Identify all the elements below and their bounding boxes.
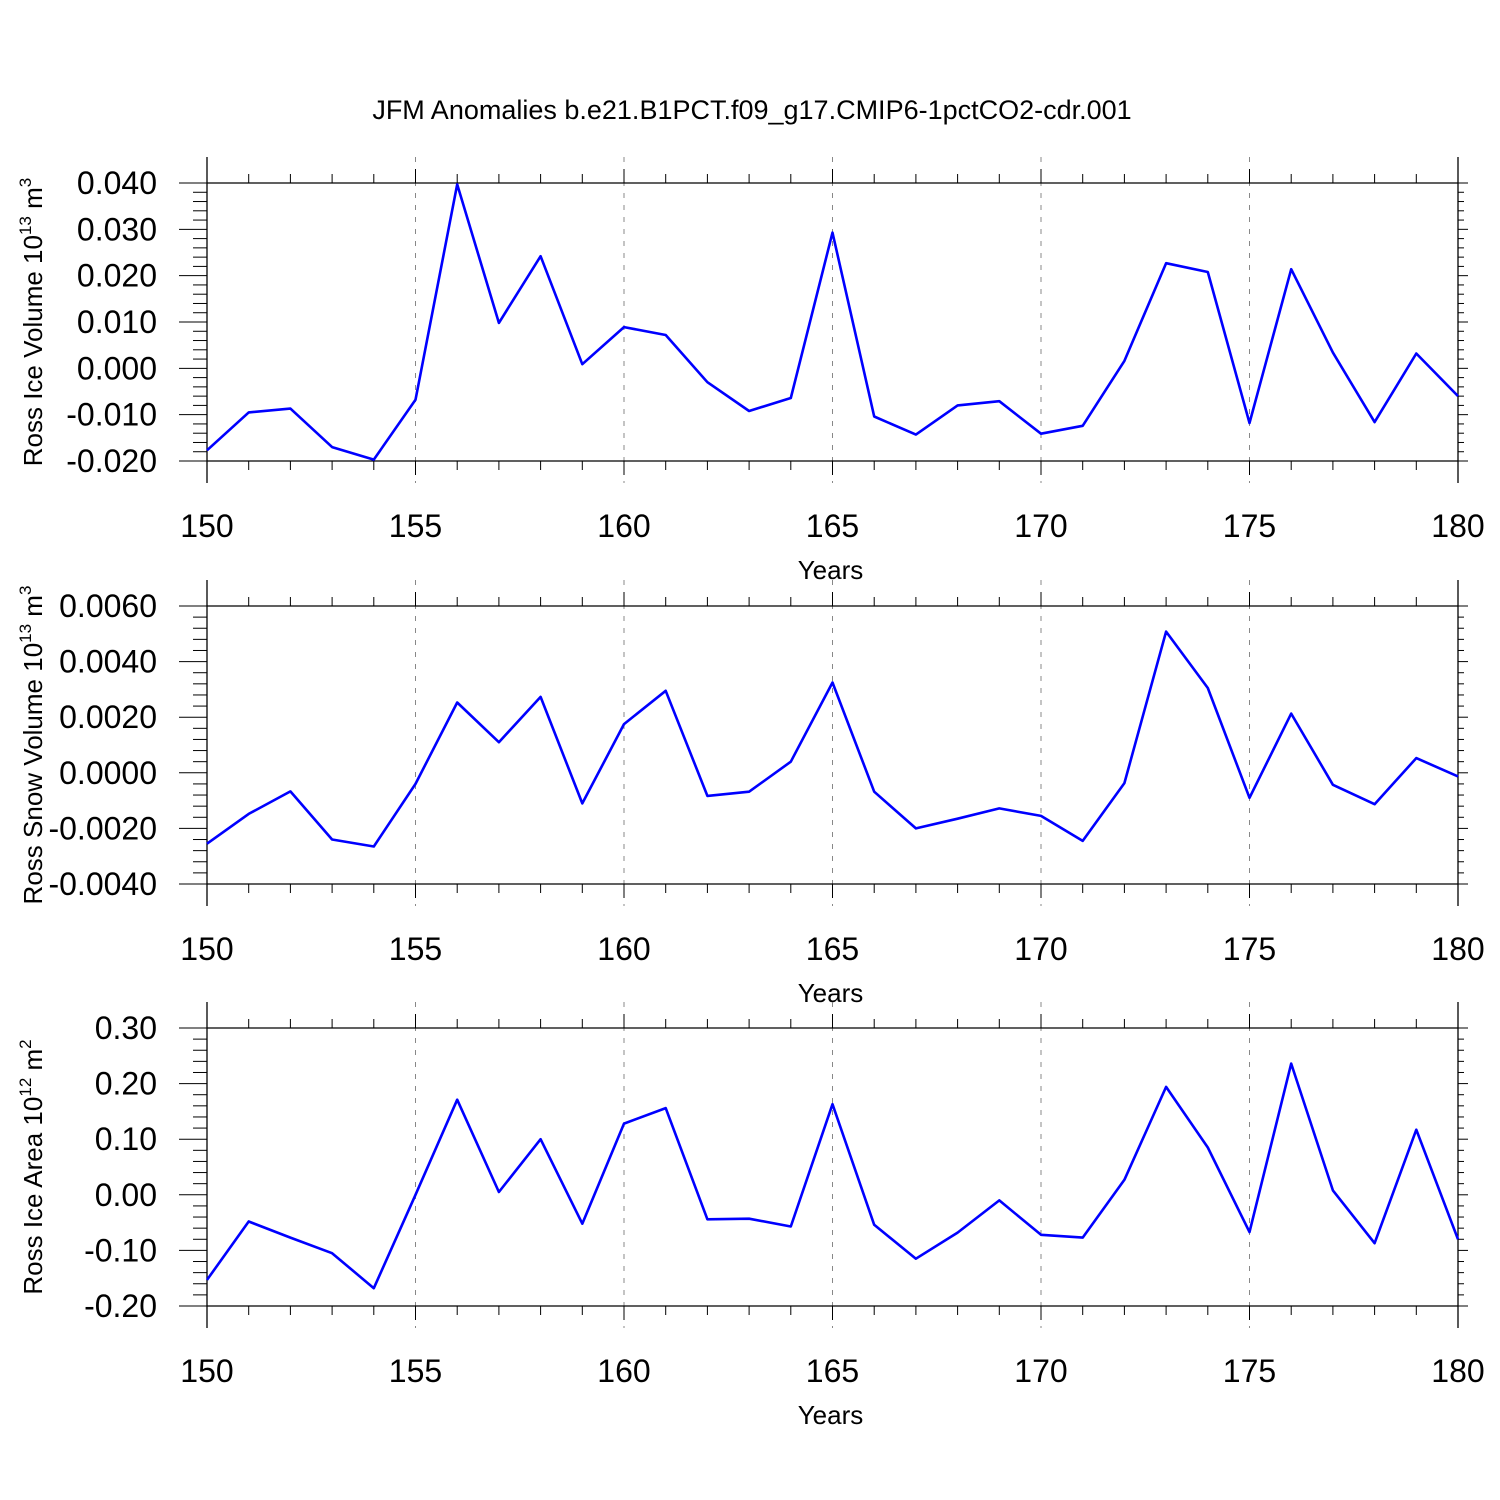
ross-ice-area-panel: -0.20 -0.10 0.00 0.10 0.20 0.30 150 155 160 165 17… [16, 1002, 1485, 1430]
y-tick-label: 0.000 [77, 350, 157, 386]
x-tick-label: 160 [597, 1353, 650, 1389]
y-tick-label: 0.0060 [59, 588, 157, 624]
y-tick-label: -0.0040 [48, 866, 157, 902]
y-tick-label: 0.0000 [59, 755, 157, 791]
y-axis-label-exponent: 12 [16, 1078, 35, 1097]
y-tick-label: -0.020 [66, 443, 157, 479]
y-tick-label: 0.030 [77, 211, 157, 247]
y-axis-label: Ross Snow Volume 1013 m3 [16, 586, 48, 905]
x-tick-label: 150 [180, 508, 233, 544]
x-tick-label: 175 [1223, 1353, 1276, 1389]
x-tick-label: 155 [389, 1353, 442, 1389]
y-axis-label-text: Ross Ice Area 10 [18, 1097, 48, 1295]
y-tick-label: 0.020 [77, 258, 157, 294]
y-axis-label-text: Ross Ice Volume 10 [18, 235, 48, 466]
y-tick-label: 0.00 [95, 1177, 157, 1213]
x-tick-label: 175 [1223, 508, 1276, 544]
chart-title: JFM Anomalies b.e21.B1PCT.f09_g17.CMIP6-… [372, 95, 1131, 125]
y-tick-label: 0.0020 [59, 699, 157, 735]
y-axis-label-exponent: 13 [16, 216, 35, 235]
x-tick-label: 180 [1431, 931, 1484, 967]
x-tick-label: 170 [1014, 1353, 1067, 1389]
x-tick-label: 170 [1014, 508, 1067, 544]
x-tick-label: 160 [597, 508, 650, 544]
y-axis-label-unit: m [18, 595, 48, 624]
y-tick-label: -0.0020 [48, 810, 157, 846]
x-tick-label: 180 [1431, 508, 1484, 544]
y-axis-label-unit-exponent: 2 [16, 1039, 35, 1048]
y-tick-label: -0.10 [84, 1232, 157, 1268]
y-tick-label: -0.010 [66, 397, 157, 433]
y-axis-label-unit: m [18, 1049, 48, 1078]
y-tick-label: 0.20 [95, 1066, 157, 1102]
y-axis-label-exponent: 13 [16, 624, 35, 643]
x-axis-label: Years [798, 1400, 864, 1430]
x-tick-label: 180 [1431, 1353, 1484, 1389]
y-axis-label: Ross Ice Volume 1013 m3 [16, 178, 48, 467]
y-axis-label-unit: m [18, 187, 48, 216]
y-tick-label: 0.040 [77, 165, 157, 201]
x-tick-label: 165 [806, 1353, 859, 1389]
x-tick-label: 165 [806, 508, 859, 544]
panels: -0.020 -0.010 0.000 0.010 0.020 0.030 0.040 150… [16, 157, 1485, 1430]
ross-snow-volume-series-line [206, 630, 1459, 848]
x-tick-label: 150 [180, 931, 233, 967]
y-tick-label: 0.30 [95, 1010, 157, 1046]
x-axis-label: Years [798, 978, 864, 1008]
ross-ice-volume-panel: -0.020 -0.010 0.000 0.010 0.020 0.030 0.040 150… [16, 157, 1485, 585]
x-axis-label: Years [798, 555, 864, 585]
y-tick-label: 0.010 [77, 304, 157, 340]
y-axis-label-text: Ross Snow Volume 10 [18, 643, 48, 905]
y-tick-label: -0.20 [84, 1288, 157, 1324]
y-tick-label: 0.10 [95, 1121, 157, 1157]
x-tick-label: 150 [180, 1353, 233, 1389]
y-axis-label-unit-exponent: 3 [16, 586, 35, 595]
ross-snow-volume-panel: -0.0040 -0.0020 0.0000 0.0020 0.0040 0.0060 15… [16, 580, 1485, 1008]
y-axis-label-unit-exponent: 3 [16, 178, 35, 187]
x-tick-label: 165 [806, 931, 859, 967]
ross-ice-area-series-line [205, 1062, 1460, 1290]
x-tick-label: 170 [1014, 931, 1067, 967]
x-tick-label: 155 [389, 508, 442, 544]
y-tick-label: 0.0040 [59, 644, 157, 680]
ross-ice-volume-series-line [206, 183, 1459, 461]
x-tick-label: 175 [1223, 931, 1276, 967]
x-tick-label: 160 [597, 931, 650, 967]
x-tick-label: 155 [389, 931, 442, 967]
y-axis-label: Ross Ice Area 1012 m2 [16, 1039, 48, 1294]
